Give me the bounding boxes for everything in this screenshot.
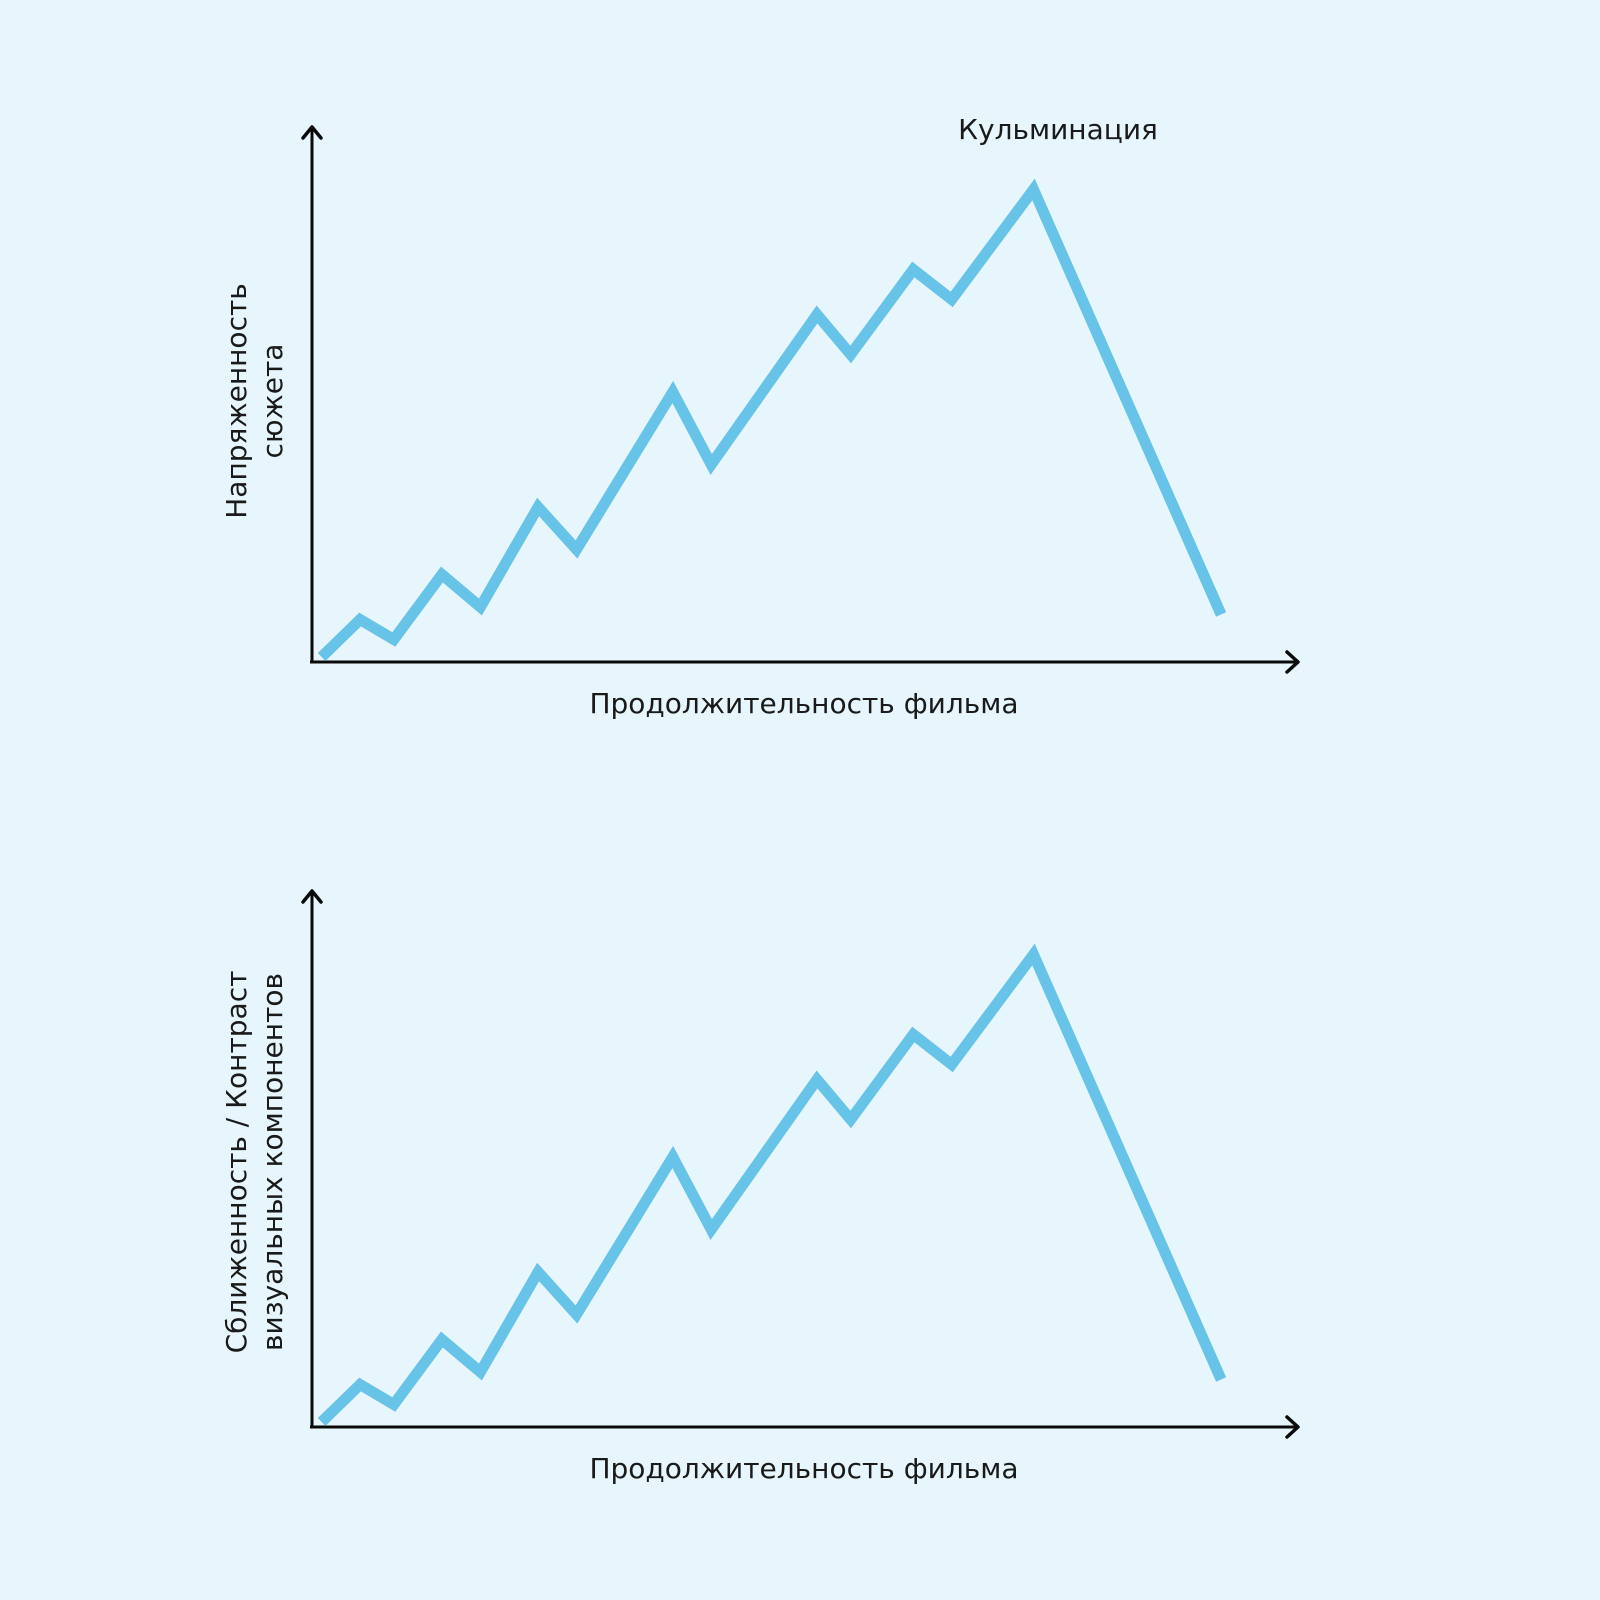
chart-plot-tension: Кульминация Продолжительность фильма Нап… (220, 113, 1300, 720)
y-axis-arrow-icon (301, 125, 323, 140)
x-axis-label: Продолжительность фильма (589, 1452, 1018, 1485)
series-line (317, 943, 1227, 1426)
chart-plot-contrast: Продолжительность фильма Сближенность / … (220, 889, 1300, 1485)
x-axis-arrow-icon (1285, 650, 1300, 674)
series-line (317, 178, 1227, 661)
y-axis-label-line-1: Сближенность / Контраст (220, 971, 253, 1354)
y-axis-arrow-icon (301, 889, 323, 904)
y-axis-label-line-1: Напряженность (220, 283, 253, 519)
y-axis-label-line-2: сюжета (256, 344, 289, 459)
annotation-label: Кульминация (958, 113, 1158, 146)
x-axis-arrow-icon (1285, 1415, 1300, 1439)
x-axis-label: Продолжительность фильма (589, 687, 1018, 720)
y-axis-label-line-2: визуальных компонентов (256, 973, 289, 1351)
